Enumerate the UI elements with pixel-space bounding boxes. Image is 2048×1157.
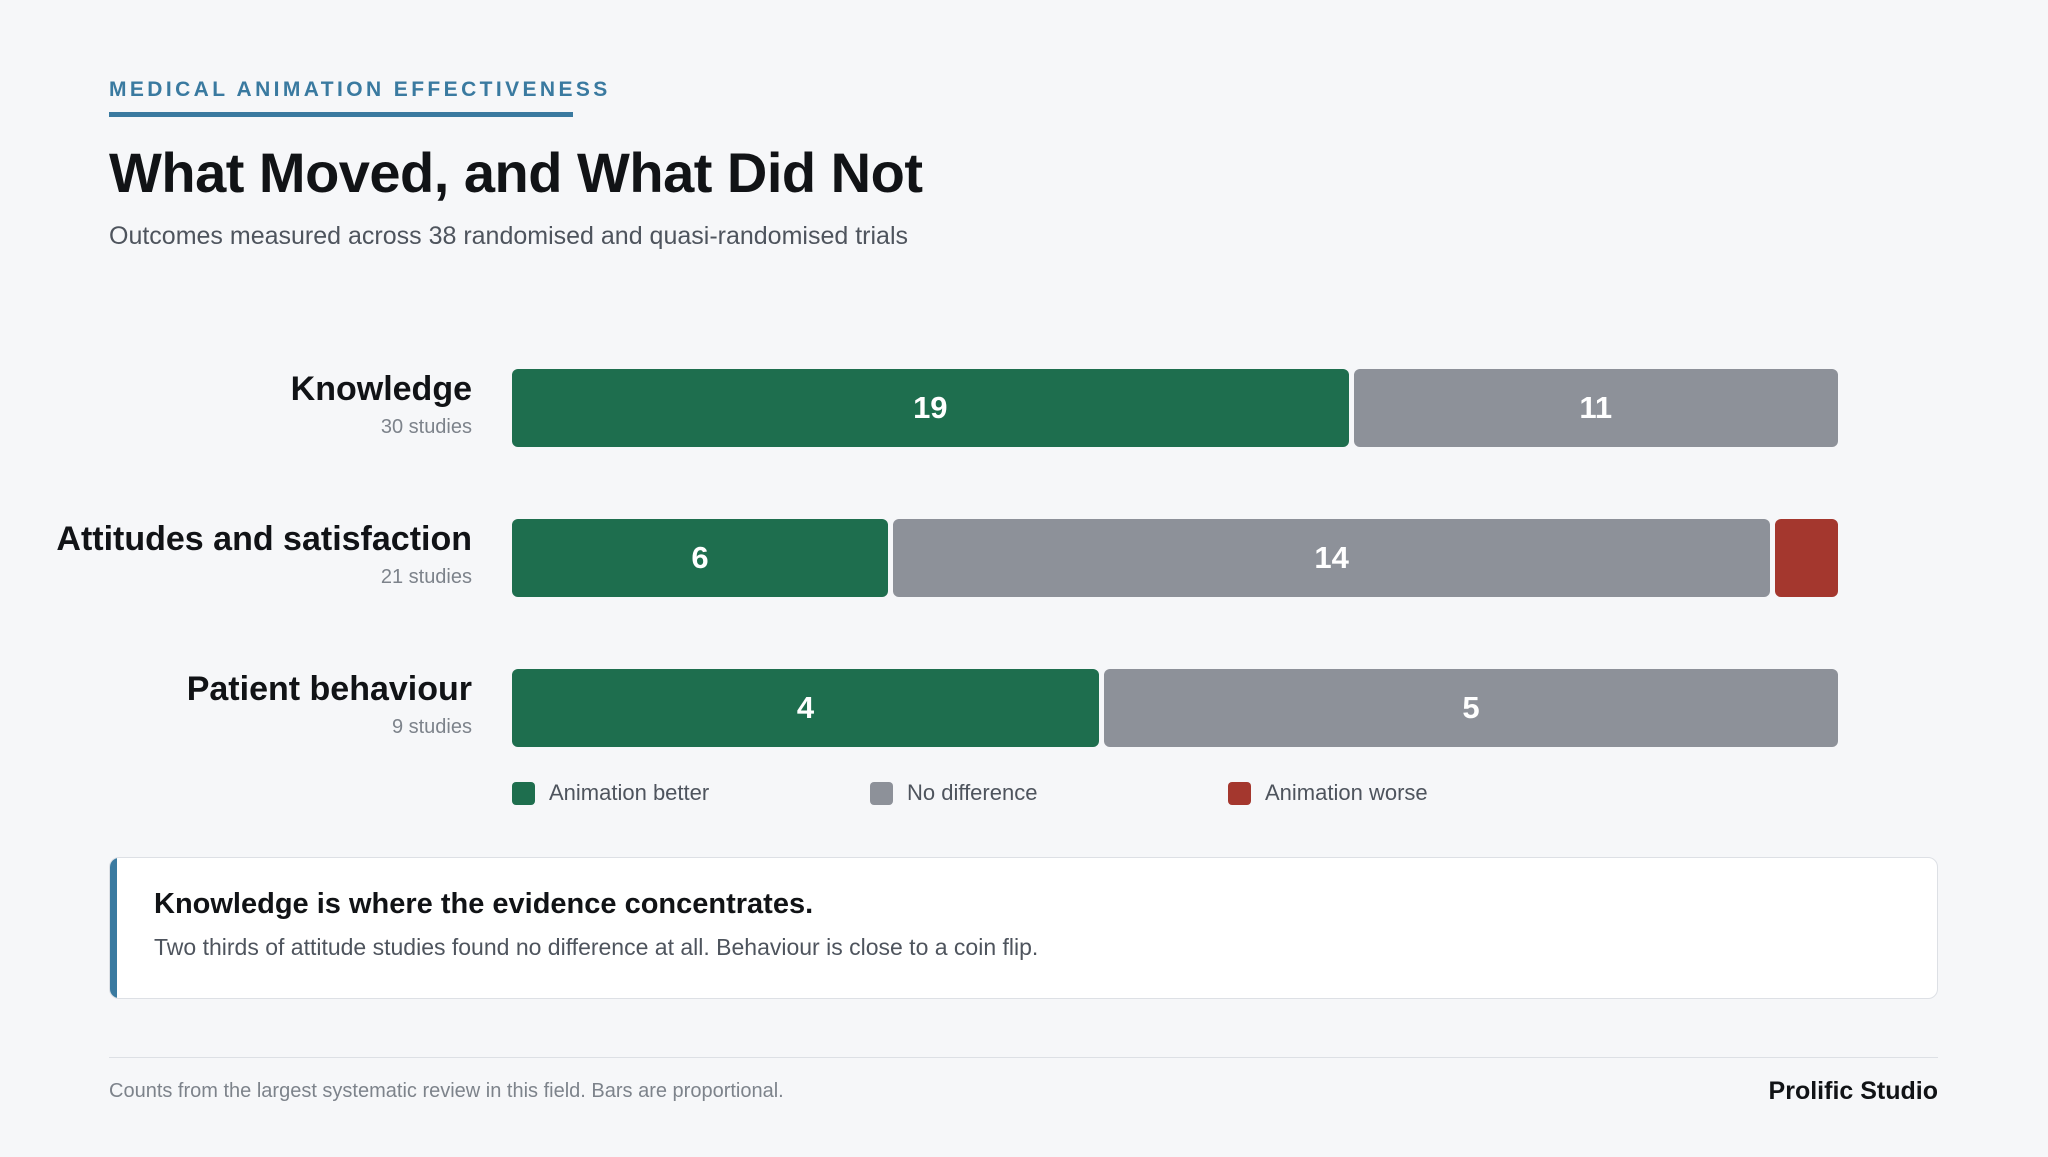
chart-legend: Animation better No difference Animation w… bbox=[512, 780, 1512, 810]
callout-heading: Knowledge is where the evidence concentr… bbox=[154, 888, 814, 920]
category-study-count: 21 studies bbox=[380, 566, 472, 588]
row-label-patient-behaviour: Patient behaviour 9 studies bbox=[187, 669, 472, 739]
bar-segment-no-difference: 5 bbox=[1104, 669, 1838, 747]
row-label-knowledge: Knowledge 30 studies bbox=[291, 369, 472, 439]
bar-value-label: 19 bbox=[913, 390, 948, 425]
bar-value-label: 14 bbox=[1314, 540, 1349, 575]
bar-value-label: 4 bbox=[796, 690, 815, 725]
legend-label: Animation better bbox=[549, 780, 710, 805]
bar-value-label: 5 bbox=[1462, 690, 1480, 725]
eyebrow-rule bbox=[109, 112, 573, 117]
callout-box: Knowledge is where the evidence concentr… bbox=[109, 857, 1938, 999]
bar-segment-animation-better: 6 bbox=[512, 519, 888, 597]
bar-value-label: 11 bbox=[1579, 390, 1613, 425]
legend-label: Animation worse bbox=[1265, 780, 1428, 805]
category-label: Attitudes and satisfaction bbox=[56, 520, 472, 558]
legend-item-animation-worse: Animation worse bbox=[1228, 780, 1428, 806]
legend-swatch bbox=[870, 781, 893, 805]
eyebrow-label: MEDICAL ANIMATION EFFECTIVENESS bbox=[109, 78, 611, 101]
footer-rule bbox=[109, 1057, 1938, 1058]
callout-body: Two thirds of attitude studies found no … bbox=[154, 934, 1039, 960]
bar-segment-no-difference: 11 bbox=[1353, 369, 1838, 447]
bar-segment-animation-worse bbox=[1775, 519, 1838, 597]
category-label: Patient behaviour bbox=[186, 670, 472, 708]
legend-swatch bbox=[1228, 781, 1251, 805]
legend-swatch bbox=[512, 781, 535, 805]
page-subtitle: Outcomes measured across 38 randomised a… bbox=[109, 222, 908, 250]
bar-segment-no-difference: 14 bbox=[893, 519, 1771, 597]
bar-segment-animation-better: 19 bbox=[512, 369, 1349, 447]
category-study-count: 30 studies bbox=[380, 416, 472, 438]
bar-track-attitudes-and-satisfaction: 6 14 bbox=[512, 519, 1838, 597]
legend-label: No difference bbox=[907, 780, 1038, 805]
page-title: What Moved, and What Did Not bbox=[109, 141, 923, 204]
callout-accent-bar bbox=[110, 858, 117, 998]
footer-note: Counts from the largest systematic revie… bbox=[109, 1080, 784, 1102]
category-label: Knowledge bbox=[290, 370, 472, 408]
category-study-count: 9 studies bbox=[391, 716, 472, 738]
bar-segment-animation-better: 4 bbox=[512, 669, 1100, 747]
bar-value-label: 6 bbox=[691, 540, 709, 575]
bar-track-knowledge: 19 11 bbox=[512, 369, 1838, 447]
legend-item-no-difference: No difference bbox=[870, 780, 1037, 806]
row-label-attitudes-and-satisfaction: Attitudes and satisfaction 21 studies bbox=[56, 519, 472, 589]
footer-brand: Prolific Studio bbox=[1768, 1077, 1938, 1105]
legend-item-animation-better: Animation better bbox=[512, 780, 709, 806]
